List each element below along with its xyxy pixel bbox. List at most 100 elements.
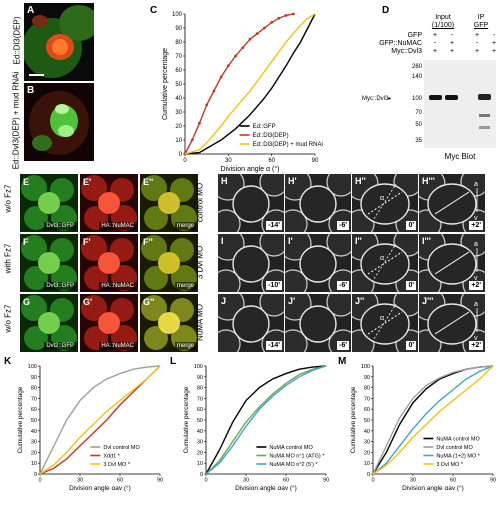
x-tick-label: 30 [225, 158, 232, 164]
x-axis-label: Division angle αav (°) [235, 484, 297, 492]
panel-b-letter: B [27, 85, 35, 96]
blot-mw-label: 100 [411, 96, 422, 102]
legend-label: Xdd1 * [103, 454, 120, 460]
hij-time: -6' [337, 221, 349, 230]
blot-band-lane1 [429, 95, 442, 100]
y-tick-label: 100 [28, 364, 37, 370]
series-line [39, 365, 161, 475]
panel-a-micrograph [24, 3, 94, 81]
x-tick-label: 90 [312, 158, 319, 164]
blot-sign: + [449, 48, 455, 55]
x-tick-label: 0 [38, 478, 41, 484]
x-tick-label: 60 [117, 478, 123, 484]
hij-frame: I' -6' [285, 234, 351, 292]
series-line [184, 13, 316, 155]
panel-a-image: A [24, 3, 94, 81]
panel-d-letter: D [382, 5, 390, 16]
panel-l-chart: 0 10 20 30 40 50 60 70 80 90 100 0 30 60 90 Cumulative … [183, 364, 329, 492]
panel-m-letter: M [338, 356, 347, 367]
y-tick-label: 0 [34, 472, 37, 478]
hij-letter: H''' [422, 176, 435, 186]
series-point [212, 89, 216, 93]
panel-l-letter: L [170, 356, 177, 367]
series-line [184, 13, 294, 155]
panel-a-letter: A [27, 5, 35, 16]
x-tick-label: 60 [268, 158, 275, 164]
efg-micrograph: E' HA::NuMAC [80, 174, 138, 232]
y-tick-label: 40 [364, 429, 370, 435]
hij-letter: I'' [355, 236, 362, 246]
y-tick-label: 70 [31, 396, 37, 402]
hij-time: +2' [469, 221, 483, 230]
y-tick-label: 50 [364, 418, 370, 424]
x-tick-label: 90 [490, 478, 496, 484]
y-tick-label: 70 [364, 396, 370, 402]
y-axis-label: Cumulative percentage [183, 386, 190, 453]
blot-sign: + [474, 48, 480, 55]
efg-letter: E [23, 177, 30, 187]
series-line [184, 13, 316, 155]
blot-sign: + [491, 48, 497, 55]
x-tick-label: 60 [283, 478, 289, 484]
axis-a-label: a [474, 181, 478, 188]
timelapse-cells [285, 294, 351, 352]
y-tick-label: 80 [175, 40, 182, 46]
x-axis-label: Division angle αav (°) [402, 484, 464, 492]
series-point [226, 64, 230, 68]
blot-row-label: Myc::Dvl3 [391, 48, 422, 55]
panel-c-letter: C [150, 5, 158, 16]
y-tick-label: 60 [31, 407, 37, 413]
panel-b-image: B [24, 83, 94, 161]
y-tick-label: 30 [31, 440, 37, 446]
blot-band-lane4-lower [479, 114, 490, 117]
y-tick-label: 40 [197, 429, 203, 435]
blot-sign: - [475, 40, 479, 47]
hij-letter: J''' [422, 296, 434, 306]
y-tick-label: 100 [194, 364, 203, 370]
y-tick-label: 90 [31, 375, 37, 381]
hij-time: 0' [406, 341, 416, 350]
series-point [205, 103, 209, 107]
y-tick-label: 100 [361, 364, 370, 370]
efg-letter: G'' [143, 297, 155, 307]
efg-micrograph: F' HA::NuMAC [80, 234, 138, 292]
hij-letter: H'' [355, 176, 366, 186]
y-tick-label: 80 [197, 386, 203, 392]
series-point [241, 46, 245, 49]
efg-micrograph: G'' merge [140, 294, 198, 352]
hij-letter: J [221, 296, 227, 306]
efg-letter: F [23, 237, 29, 247]
series-point [190, 138, 194, 142]
series-line [372, 365, 494, 475]
efg-tag: Dvl3::GFP [44, 222, 76, 230]
legend-label: NuMA (1+2) MO * [436, 454, 480, 460]
blot-mw-label: 140 [411, 74, 422, 80]
blot-band-lane4-low2 [479, 126, 490, 129]
series-point [248, 37, 252, 41]
y-axis-label: Cumulative percentage [17, 386, 24, 453]
y-tick-label: 50 [31, 418, 37, 424]
series-line [205, 365, 327, 475]
y-tick-label: 60 [175, 68, 182, 74]
blot-header-input-sub: (1/100) [431, 22, 455, 29]
efg-letter: F' [83, 237, 91, 247]
hij-frame: H -14' [218, 174, 284, 232]
y-tick-label: 30 [175, 110, 182, 116]
y-tick-label: 60 [364, 407, 370, 413]
efg-letter: F'' [143, 237, 153, 247]
timelapse-cells [218, 234, 284, 292]
efg-tag: Dvl3::GFP [44, 282, 76, 290]
y-tick-label: 10 [197, 461, 203, 467]
panel-b-side-label: Ed::Dvl3(DEP) + mud RNAi [11, 71, 21, 170]
blot-header-ip: IP [477, 14, 485, 21]
blot-sign: + [432, 32, 438, 39]
hij-time: -14' [266, 221, 282, 230]
blot-row-label: GFP::NuMAC [379, 40, 422, 47]
hij-frame: α I'' 0' [352, 234, 418, 292]
series-point [277, 16, 281, 20]
blot-mw-label: 50 [415, 122, 422, 128]
x-axis-label: Division angle α (°) [221, 165, 280, 173]
legend-label: Dvl control MO [436, 445, 473, 451]
